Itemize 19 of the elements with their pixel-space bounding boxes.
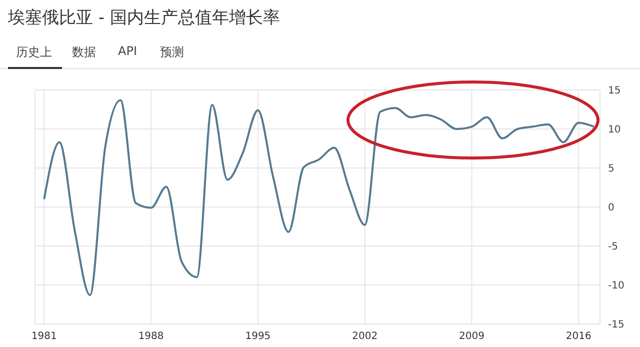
y-tick-label: 0 [608,202,614,214]
x-tick-label: 2009 [459,331,484,342]
x-tick-label: 2016 [566,331,592,342]
y-tick-label: -5 [608,242,618,253]
x-tick-label: 1988 [138,331,164,342]
y-tick-label: 10 [608,124,621,136]
line-series [43,99,595,296]
text: 历史上 [16,44,52,61]
y-tick-label: -10 [608,280,624,292]
y-tick-label: 15 [608,86,621,97]
x-tick-label: 2002 [352,331,378,342]
text: 预测 [160,44,184,61]
text: API [118,44,137,58]
y-tick-label: -15 [608,320,624,331]
x-tick-label: 1981 [31,331,57,342]
x-tick-label: 1995 [245,331,271,342]
y-tick-label: 5 [608,164,614,175]
text: 数据 [72,44,96,61]
chart-title: 埃塞俄比亚 - 国内生产总值年增长率 [8,7,280,29]
